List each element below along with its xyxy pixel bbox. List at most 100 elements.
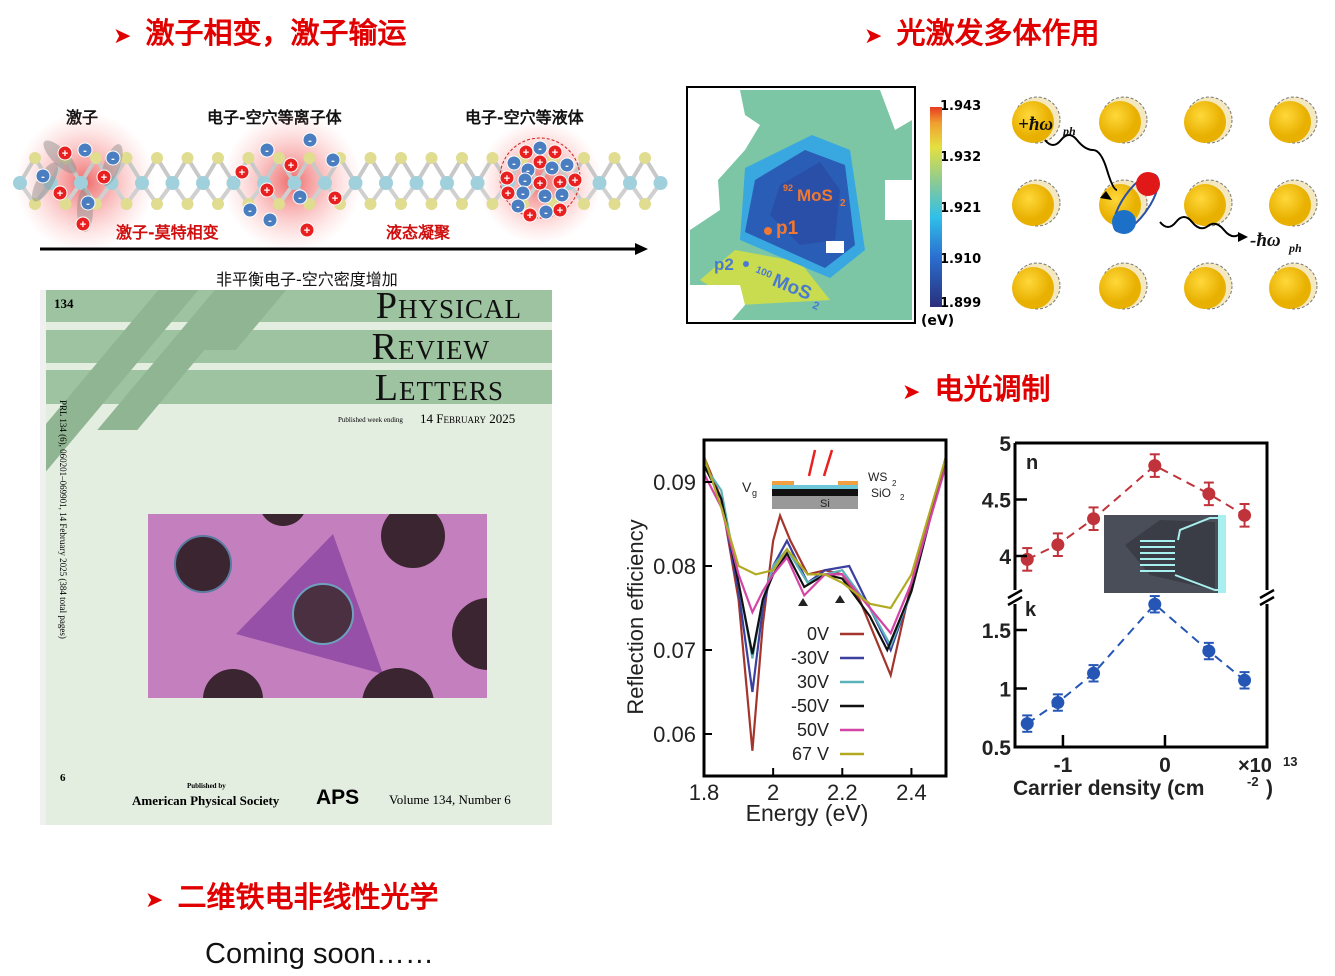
reflection-chart: 0.09 0.08 0.07 0.06 1.8 2 2.2 2.4 Energy (eV) Ref… — [623, 438, 948, 826]
sulfur-atom — [639, 198, 651, 210]
sulfur-atom — [120, 152, 133, 164]
charge-sign: + — [505, 188, 511, 200]
colorbar — [930, 107, 942, 307]
electrode — [838, 481, 858, 485]
heading-ferroelectric: ➤ 二维铁电非线性光学 — [145, 874, 438, 916]
molybdenum-atom — [379, 176, 393, 190]
phonon-wave-in-icon — [1044, 134, 1118, 191]
x-tick-label: 0 — [1159, 754, 1171, 777]
sulfur-atom — [181, 152, 194, 164]
dashed-line-n — [1026, 464, 1246, 561]
feature-arrow-icon — [835, 595, 845, 603]
axis-break-icon — [1259, 595, 1275, 607]
data-point-k — [1148, 597, 1162, 611]
sulfur-atom — [151, 198, 163, 210]
hole-charge — [532, 154, 548, 170]
hole-charge — [532, 175, 548, 191]
label-p1: p1 — [776, 218, 799, 239]
phonon-sub: ph — [1288, 241, 1302, 255]
charge-sign: + — [537, 178, 543, 190]
cover-title-review: REVIEW — [372, 325, 490, 369]
sulfur-atom — [395, 152, 407, 164]
molybdenum-atom — [440, 176, 454, 190]
charge-sign: + — [332, 193, 338, 205]
device-flake — [1125, 520, 1215, 590]
x-multiplier: ×10 — [1238, 755, 1272, 777]
data-point-n — [1238, 508, 1252, 522]
cover-volume-info: Volume 134, Number 6 — [389, 792, 511, 807]
data-point-k — [1202, 644, 1216, 658]
cover-title-letters: LETTERS — [375, 366, 504, 410]
electron-charge — [77, 142, 93, 158]
molybdenum-atom — [226, 176, 241, 190]
heading-manybody: ➤ 光激发多体作用 — [864, 10, 1099, 52]
electrode-finger — [1140, 540, 1175, 542]
charge-sign: + — [57, 188, 63, 200]
charge-sign: + — [288, 160, 294, 172]
label-p2: p2 — [714, 255, 734, 274]
phonon-wave-out-icon — [1159, 216, 1241, 238]
sulfur-atom — [608, 198, 621, 210]
sulfur-atom — [608, 152, 621, 164]
data-point-k — [1238, 673, 1252, 687]
hole-charge — [327, 190, 343, 206]
pl-map: p1 92 MoS 2 p2 100 MoS 2 — [686, 86, 942, 324]
molybdenum-atom — [13, 176, 27, 190]
molybdenum-atom — [318, 176, 332, 190]
charge-sign: - — [308, 135, 312, 147]
electron-ball — [1136, 172, 1160, 196]
si-layer — [772, 496, 858, 509]
colorbar-tick: 1.932 — [940, 150, 982, 165]
electron-charge — [35, 168, 51, 184]
y-tick-label: 0.08 — [653, 554, 696, 579]
sulfur-atom — [486, 152, 499, 164]
x-axis-label: Carrier density (cm — [1013, 777, 1204, 800]
inset-label: WS — [868, 470, 887, 484]
density-arrow-head-icon — [635, 243, 648, 255]
point-p2 — [743, 261, 749, 267]
legend-label: 0V — [807, 624, 829, 644]
charge-sign: + — [101, 172, 107, 184]
cover-publisher: American Physical Society — [132, 793, 280, 808]
prl-cover: 134 PHYSICAL REVIEW LETTERS Published we… — [40, 290, 552, 825]
charge-sign: + — [523, 147, 529, 159]
y-tick-label: 0.5 — [982, 737, 1012, 760]
electron-charge — [544, 160, 560, 176]
electrode-finger — [1140, 570, 1175, 572]
inset-label: Si — [820, 498, 830, 510]
contact-pad — [1218, 515, 1226, 593]
molybdenum-atom — [287, 176, 302, 190]
charge-sign: - — [560, 190, 564, 202]
legend-label: 50V — [797, 720, 829, 740]
data-point-k — [1087, 666, 1101, 680]
charge-sign: - — [248, 205, 252, 217]
rest: ETTERS — [399, 376, 504, 406]
arrow-bullet-icon: ➤ — [145, 888, 164, 913]
phonon-emit-label: -ħω — [1250, 230, 1281, 251]
sulfur-atom — [29, 198, 41, 210]
aps-logo: APS — [316, 786, 360, 809]
cover-published-by: Published by — [187, 782, 226, 790]
sulfur-atom — [29, 152, 41, 164]
charge-sign: + — [304, 225, 310, 237]
sulfur-atom — [90, 152, 102, 164]
y-tick-label: 4.5 — [982, 490, 1012, 513]
electrode — [772, 481, 794, 485]
hole — [292, 583, 354, 645]
axis-break-icon — [1259, 588, 1275, 600]
cover-band — [46, 290, 552, 322]
sub2: 2 — [840, 198, 846, 209]
x-tick-label: 2.4 — [896, 780, 927, 805]
charge-sign: - — [516, 201, 520, 213]
sulfur-atom — [639, 152, 651, 164]
charge-sign: - — [521, 188, 525, 200]
sulfur-atom — [395, 198, 407, 210]
hole — [174, 535, 232, 593]
sulfur-atom — [273, 198, 285, 210]
hole-charge — [75, 216, 91, 232]
inset-subscript: 2 — [892, 479, 897, 488]
lattice-atom — [1184, 184, 1226, 226]
lattice-atom — [1269, 101, 1311, 143]
inset-label: V — [742, 479, 752, 495]
point-p1 — [764, 227, 772, 235]
